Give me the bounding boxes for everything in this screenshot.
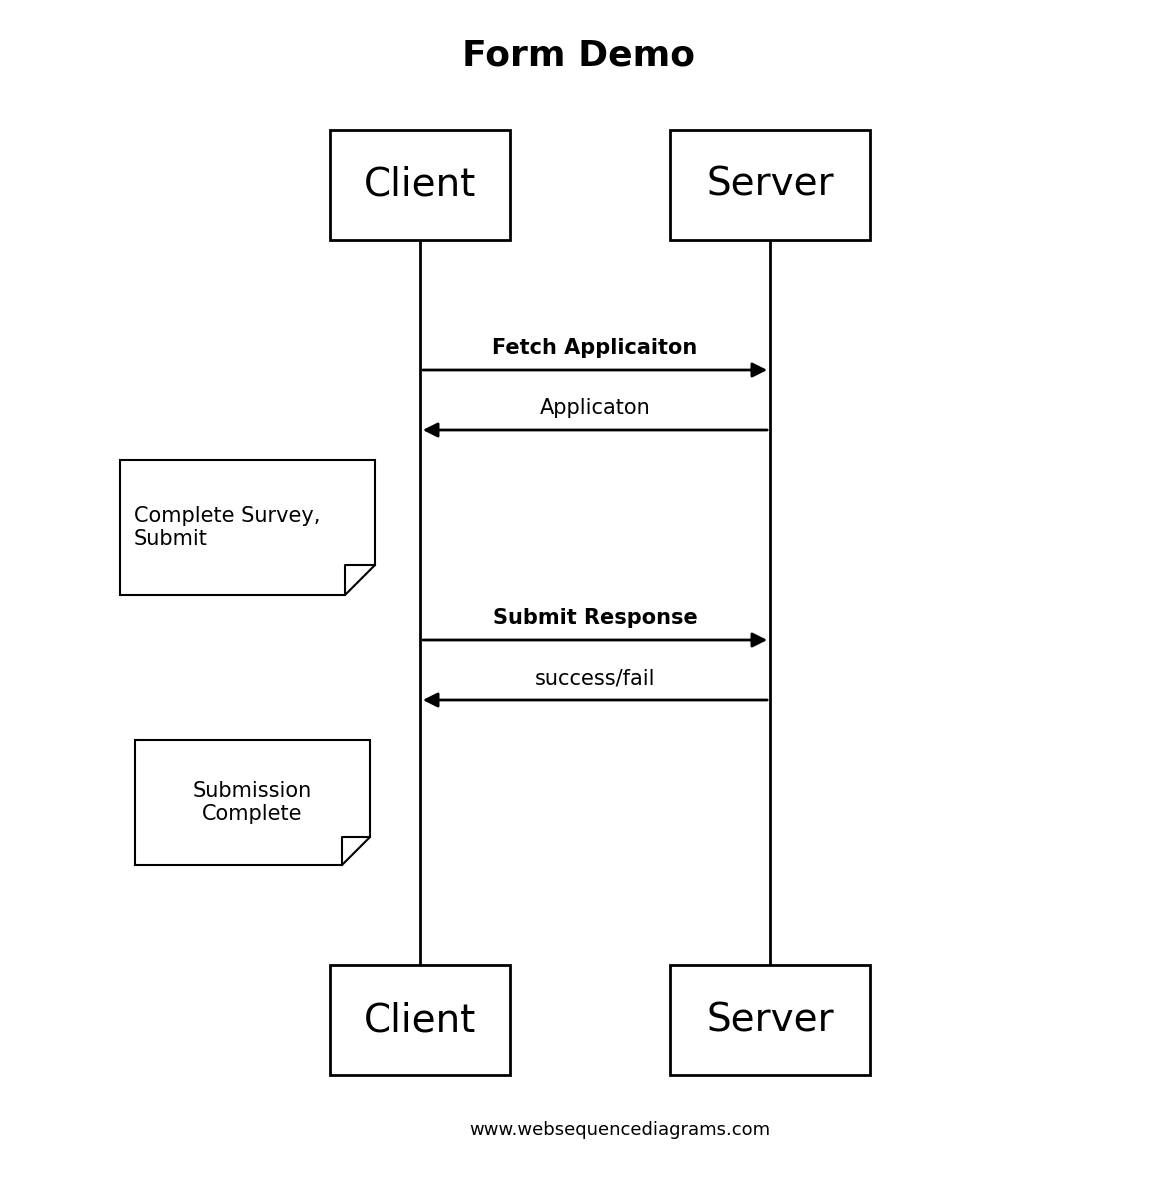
Bar <box>330 965 510 1075</box>
Text: Server: Server <box>706 166 834 204</box>
Bar <box>670 965 870 1075</box>
Text: Fetch Applicaiton: Fetch Applicaiton <box>492 337 697 358</box>
Text: Submission
Complete: Submission Complete <box>193 781 313 824</box>
Polygon shape <box>135 740 371 866</box>
Text: Server: Server <box>706 1000 834 1040</box>
Bar <box>670 130 870 240</box>
Text: Client: Client <box>364 1000 476 1040</box>
Text: success/fail: success/fail <box>535 668 655 688</box>
Text: Applicaton: Applicaton <box>540 398 651 418</box>
Text: Complete Survey,
Submit: Complete Survey, Submit <box>134 506 321 549</box>
Text: Submit Response: Submit Response <box>492 609 697 628</box>
Polygon shape <box>120 461 375 596</box>
Bar <box>330 130 510 240</box>
Text: www.websequencediagrams.com: www.websequencediagrams.com <box>469 1121 770 1139</box>
Text: Client: Client <box>364 166 476 204</box>
Text: Form Demo: Form Demo <box>462 38 696 72</box>
